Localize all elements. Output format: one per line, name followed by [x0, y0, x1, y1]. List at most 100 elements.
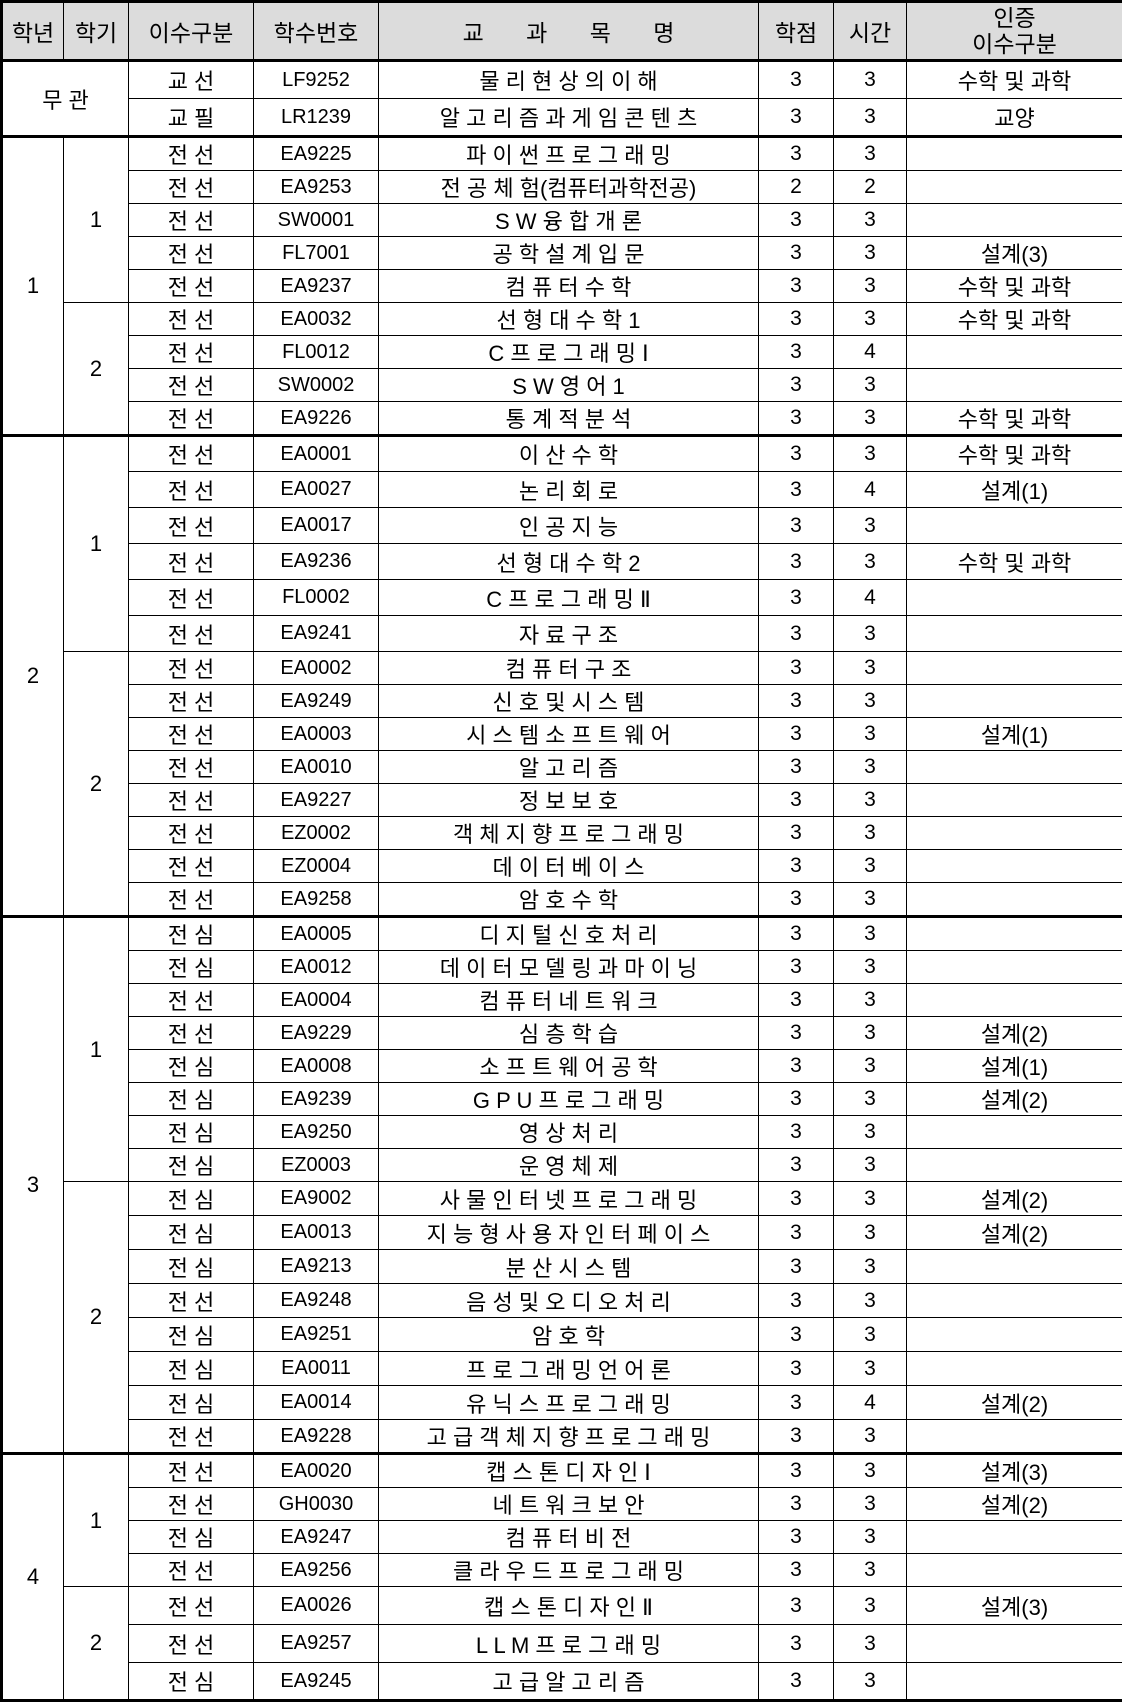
cell-category: 전 선: [129, 784, 254, 817]
cell-course-name: 알 고 리 즘: [379, 751, 759, 784]
cell-cert: [907, 1420, 1122, 1454]
cell-credits: 3: [759, 1318, 834, 1352]
cell-credits: 3: [759, 1386, 834, 1420]
cell-cert: [907, 1625, 1122, 1663]
cell-hours: 3: [834, 303, 907, 336]
cell-credits: 3: [759, 1488, 834, 1521]
cell-course-no: EA0011: [254, 1352, 379, 1386]
cell-credits: 3: [759, 580, 834, 616]
cell-course-no: EA0001: [254, 436, 379, 472]
cell-cert: [907, 1284, 1122, 1318]
cell-hours: 3: [834, 436, 907, 472]
cell-credits: 3: [759, 1625, 834, 1663]
cell-course-name: 데 이 터 모 델 링 과 마 이 닝: [379, 951, 759, 984]
cell-course-name: 유 닉 스 프 로 그 래 밍: [379, 1386, 759, 1420]
cell-cert: 수학 및 과학: [907, 303, 1122, 336]
cell-course-no: EA0003: [254, 718, 379, 751]
cell-hours: 4: [834, 336, 907, 369]
cell-course-name: 정 보 보 호: [379, 784, 759, 817]
cell-course-no: EA0004: [254, 984, 379, 1017]
cell-hours: 3: [834, 984, 907, 1017]
semester-cell: 2: [64, 1587, 129, 1701]
cell-cert: [907, 171, 1122, 204]
cell-course-no: EA0014: [254, 1386, 379, 1420]
cell-category: 전 선: [129, 472, 254, 508]
cell-course-name: C 프 로 그 래 밍 Ⅱ: [379, 580, 759, 616]
cell-category: 전 선: [129, 544, 254, 580]
cell-cert: [907, 850, 1122, 883]
cell-category: 전 선: [129, 204, 254, 237]
cell-course-no: EA0027: [254, 472, 379, 508]
cell-hours: 3: [834, 204, 907, 237]
cell-cert: 설계(2): [907, 1182, 1122, 1216]
cell-credits: 3: [759, 1050, 834, 1083]
cell-course-name: 통 계 적 분 석: [379, 402, 759, 436]
cell-course-name: 신 호 및 시 스 템: [379, 685, 759, 718]
cell-category: 전 선: [129, 237, 254, 270]
cell-credits: 3: [759, 303, 834, 336]
cell-hours: 3: [834, 850, 907, 883]
cell-hours: 3: [834, 685, 907, 718]
cell-hours: 3: [834, 951, 907, 984]
cell-course-name: 캡 스 톤 디 자 인 Ⅱ: [379, 1587, 759, 1625]
cell-course-no: FL0012: [254, 336, 379, 369]
cell-course-no: EA9248: [254, 1284, 379, 1318]
cell-course-name: 자 료 구 조: [379, 616, 759, 652]
cell-credits: 3: [759, 883, 834, 917]
cell-course-no: EA9225: [254, 137, 379, 171]
cell-course-name: S W 영 어 1: [379, 369, 759, 402]
cell-cert: 설계(2): [907, 1488, 1122, 1521]
cell-hours: 3: [834, 784, 907, 817]
cell-course-no: EA9250: [254, 1116, 379, 1149]
cell-category: 전 선: [129, 171, 254, 204]
cell-course-no: EA0010: [254, 751, 379, 784]
cell-category: 전 심: [129, 1216, 254, 1250]
cell-course-no: EZ0002: [254, 817, 379, 850]
cell-cert: 설계(2): [907, 1216, 1122, 1250]
cell-cert: [907, 1250, 1122, 1284]
cell-credits: 3: [759, 751, 834, 784]
cell-course-no: EA9247: [254, 1521, 379, 1554]
semester-cell: 1: [64, 436, 129, 652]
cell-course-name: 선 형 대 수 학 1: [379, 303, 759, 336]
cell-hours: 3: [834, 652, 907, 685]
cell-course-name: 물 리 현 상 의 이 해: [379, 61, 759, 99]
cell-cert: 설계(3): [907, 1454, 1122, 1488]
cell-course-name: 암 호 수 학: [379, 883, 759, 917]
cell-hours: 3: [834, 718, 907, 751]
cell-course-no: EA9258: [254, 883, 379, 917]
cell-course-no: EA9253: [254, 171, 379, 204]
cell-cert: 설계(1): [907, 1050, 1122, 1083]
cell-credits: 3: [759, 1352, 834, 1386]
cell-cert: 수학 및 과학: [907, 402, 1122, 436]
cell-cert: [907, 1352, 1122, 1386]
cell-cert: [907, 204, 1122, 237]
cell-cert: [907, 784, 1122, 817]
year-cell: 무 관: [2, 61, 129, 137]
cell-hours: 3: [834, 1587, 907, 1625]
cell-category: 전 심: [129, 1521, 254, 1554]
cell-course-name: 지 능 형 사 용 자 인 터 페 이 스: [379, 1216, 759, 1250]
cell-course-name: 알 고 리 즘 과 게 임 콘 텐 츠: [379, 99, 759, 137]
cell-course-name: 고 급 객 체 지 향 프 로 그 래 밍: [379, 1420, 759, 1454]
header-course-no: 학수번호: [254, 2, 379, 61]
cell-credits: 3: [759, 1420, 834, 1454]
cell-course-name: 객 체 지 향 프 로 그 래 밍: [379, 817, 759, 850]
cell-hours: 3: [834, 270, 907, 303]
cell-credits: 3: [759, 270, 834, 303]
year-cell: 4: [2, 1454, 64, 1701]
cell-category: 전 심: [129, 951, 254, 984]
cell-category: 전 선: [129, 685, 254, 718]
cell-hours: 4: [834, 472, 907, 508]
cell-course-name: 음 성 및 오 디 오 처 리: [379, 1284, 759, 1318]
